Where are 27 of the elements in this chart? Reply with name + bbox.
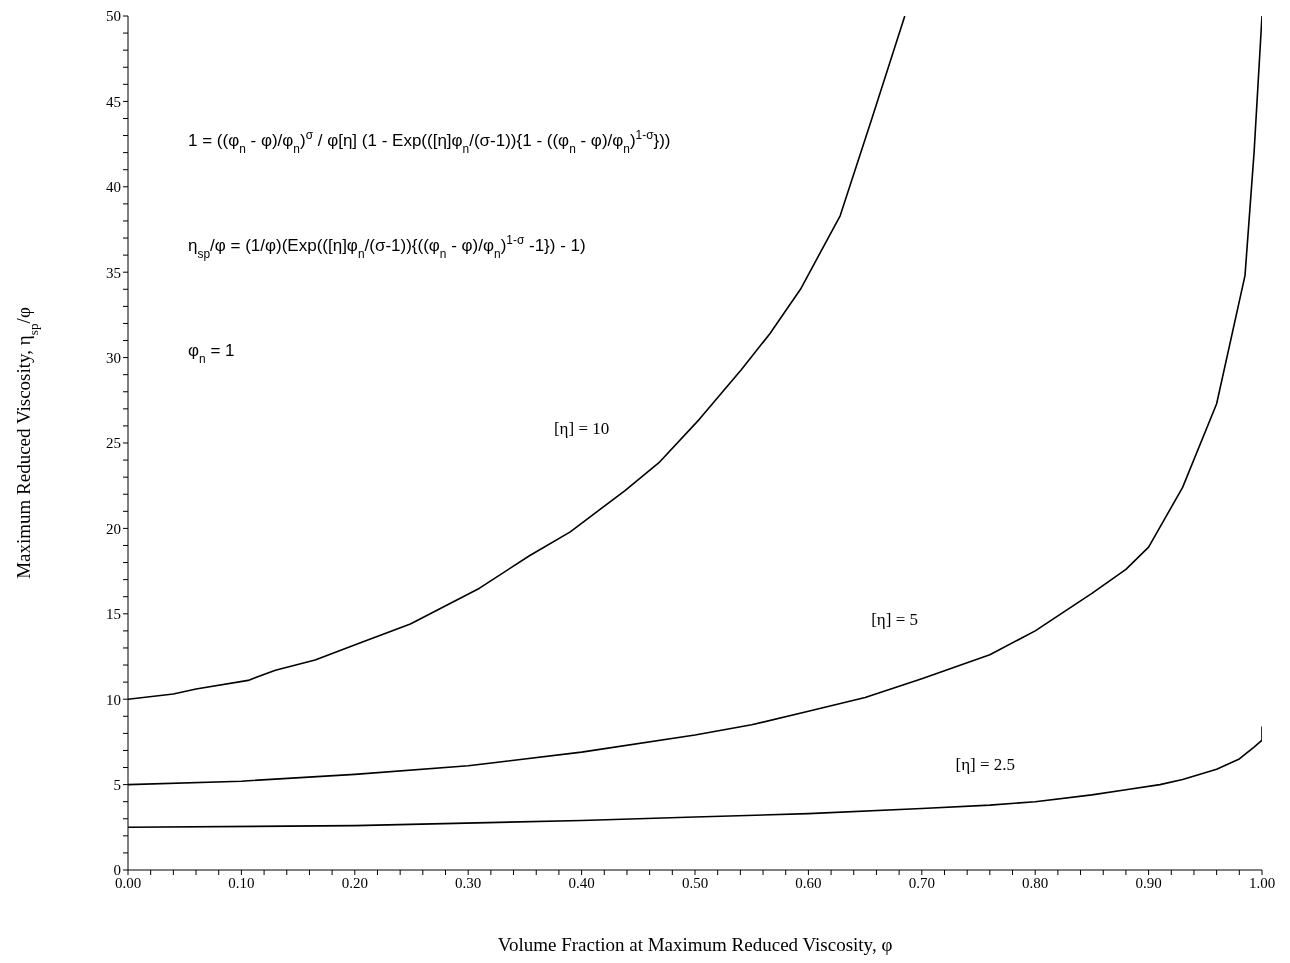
y-tick-label: 40 <box>106 179 121 196</box>
x-axis-title: Volume Fraction at Maximum Reduced Viscosity, φ <box>497 934 893 955</box>
text: [η] = 10 <box>553 419 610 439</box>
x-tick-label: 1.00 <box>1248 874 1276 891</box>
text: η$_{sp}$/φ = (1/φ)(Exp(([η]φ$_{n}$/(σ-1)){((φ$_{n}$ - φ)/φ$_{n}$)$^{1-σ}$ -1}) - 1) <box>188 233 586 261</box>
x-tick-label: 0.90 <box>1135 874 1162 891</box>
x-tick-label: 0.40 <box>568 874 595 891</box>
x-tick-label: 0.70 <box>908 874 935 891</box>
x-tick-label: 0.60 <box>795 874 822 891</box>
y-tick-label: 20 <box>106 520 121 537</box>
series-label: [η] = 2.5 <box>955 754 1016 774</box>
annotation: φ$_{n}$ = 1 <box>188 341 235 366</box>
x-tick-label: 0.20 <box>341 874 368 891</box>
x-tick-label: 0.50 <box>681 874 709 891</box>
y-tick-label: 25 <box>106 435 121 452</box>
y-tick-label: 30 <box>106 349 121 366</box>
y-tick-label: 5 <box>113 776 121 793</box>
x-tick-label: 0.30 <box>455 874 482 891</box>
y-tick-label: 10 <box>106 691 121 708</box>
y-tick-label: 50 <box>106 8 121 25</box>
y-tick-label: 35 <box>106 264 121 281</box>
text: [η] = 5 <box>871 609 918 629</box>
x-tick-label: 0.80 <box>1022 874 1049 891</box>
text: 1 = ((φ$_{n}$ - φ)/φ$_{n}$)$^{σ}$ / φ[η] (1 - Exp(([η]φ$_{n}$/(σ-1)){1 - ((φ$_{n}$ - φ)/φ$_{n}$)$^{1-σ}$})) <box>188 128 671 156</box>
y-tick-label: 45 <box>106 93 121 110</box>
x-tick-label: 0.10 <box>228 874 255 891</box>
y-tick-label: 15 <box>106 606 121 623</box>
